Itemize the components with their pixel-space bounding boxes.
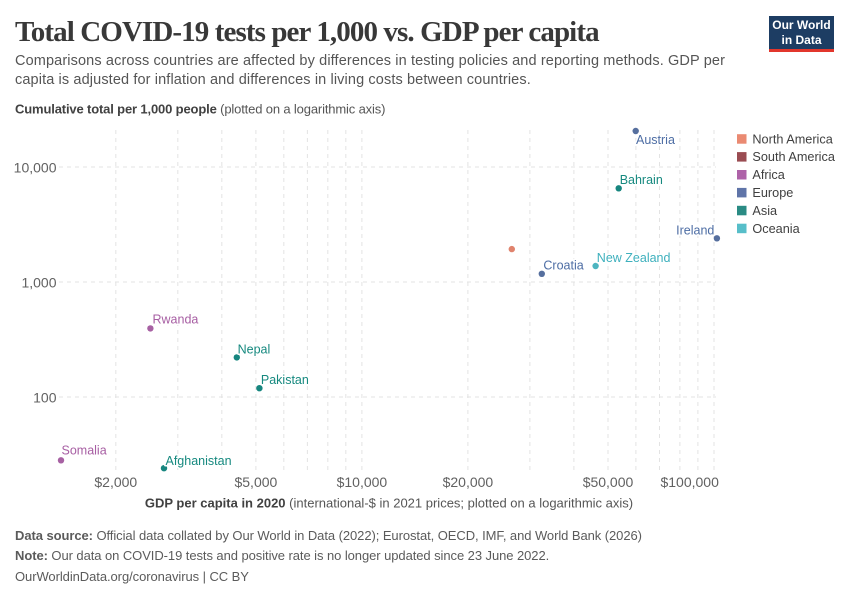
svg-text:Africa: Africa bbox=[752, 168, 785, 182]
svg-text:Bahrain: Bahrain bbox=[620, 173, 663, 187]
svg-text:Asia: Asia bbox=[752, 204, 778, 218]
svg-text:$2,000: $2,000 bbox=[94, 474, 137, 490]
svg-text:Somalia: Somalia bbox=[62, 443, 107, 457]
svg-text:Oceania: Oceania bbox=[752, 222, 800, 236]
svg-text:$100,000: $100,000 bbox=[660, 474, 719, 490]
svg-text:$10,000: $10,000 bbox=[337, 474, 388, 490]
svg-text:GDP per capita in 2020 (intern: GDP per capita in 2020 (international-$ … bbox=[145, 496, 633, 511]
svg-text:Pakistan: Pakistan bbox=[261, 373, 309, 387]
svg-text:1,000: 1,000 bbox=[21, 275, 56, 291]
svg-text:$5,000: $5,000 bbox=[234, 474, 277, 490]
svg-text:100: 100 bbox=[33, 390, 57, 406]
svg-text:Nepal: Nepal bbox=[238, 342, 271, 356]
svg-text:Afghanistan: Afghanistan bbox=[166, 454, 232, 468]
svg-text:10,000: 10,000 bbox=[14, 160, 57, 176]
svg-text:Croatia: Croatia bbox=[543, 259, 583, 273]
svg-text:$20,000: $20,000 bbox=[443, 474, 494, 490]
svg-text:New Zealand: New Zealand bbox=[597, 251, 671, 265]
svg-text:Cumulative total per 1,000 peo: Cumulative total per 1,000 people (plott… bbox=[15, 102, 385, 117]
svg-text:Ireland: Ireland bbox=[676, 223, 714, 237]
svg-text:South America: South America bbox=[752, 150, 835, 164]
svg-text:Rwanda: Rwanda bbox=[153, 312, 199, 326]
svg-text:North America: North America bbox=[752, 132, 833, 146]
svg-text:Europe: Europe bbox=[752, 186, 793, 200]
svg-text:Austria: Austria bbox=[636, 133, 675, 147]
svg-text:$50,000: $50,000 bbox=[583, 474, 634, 490]
